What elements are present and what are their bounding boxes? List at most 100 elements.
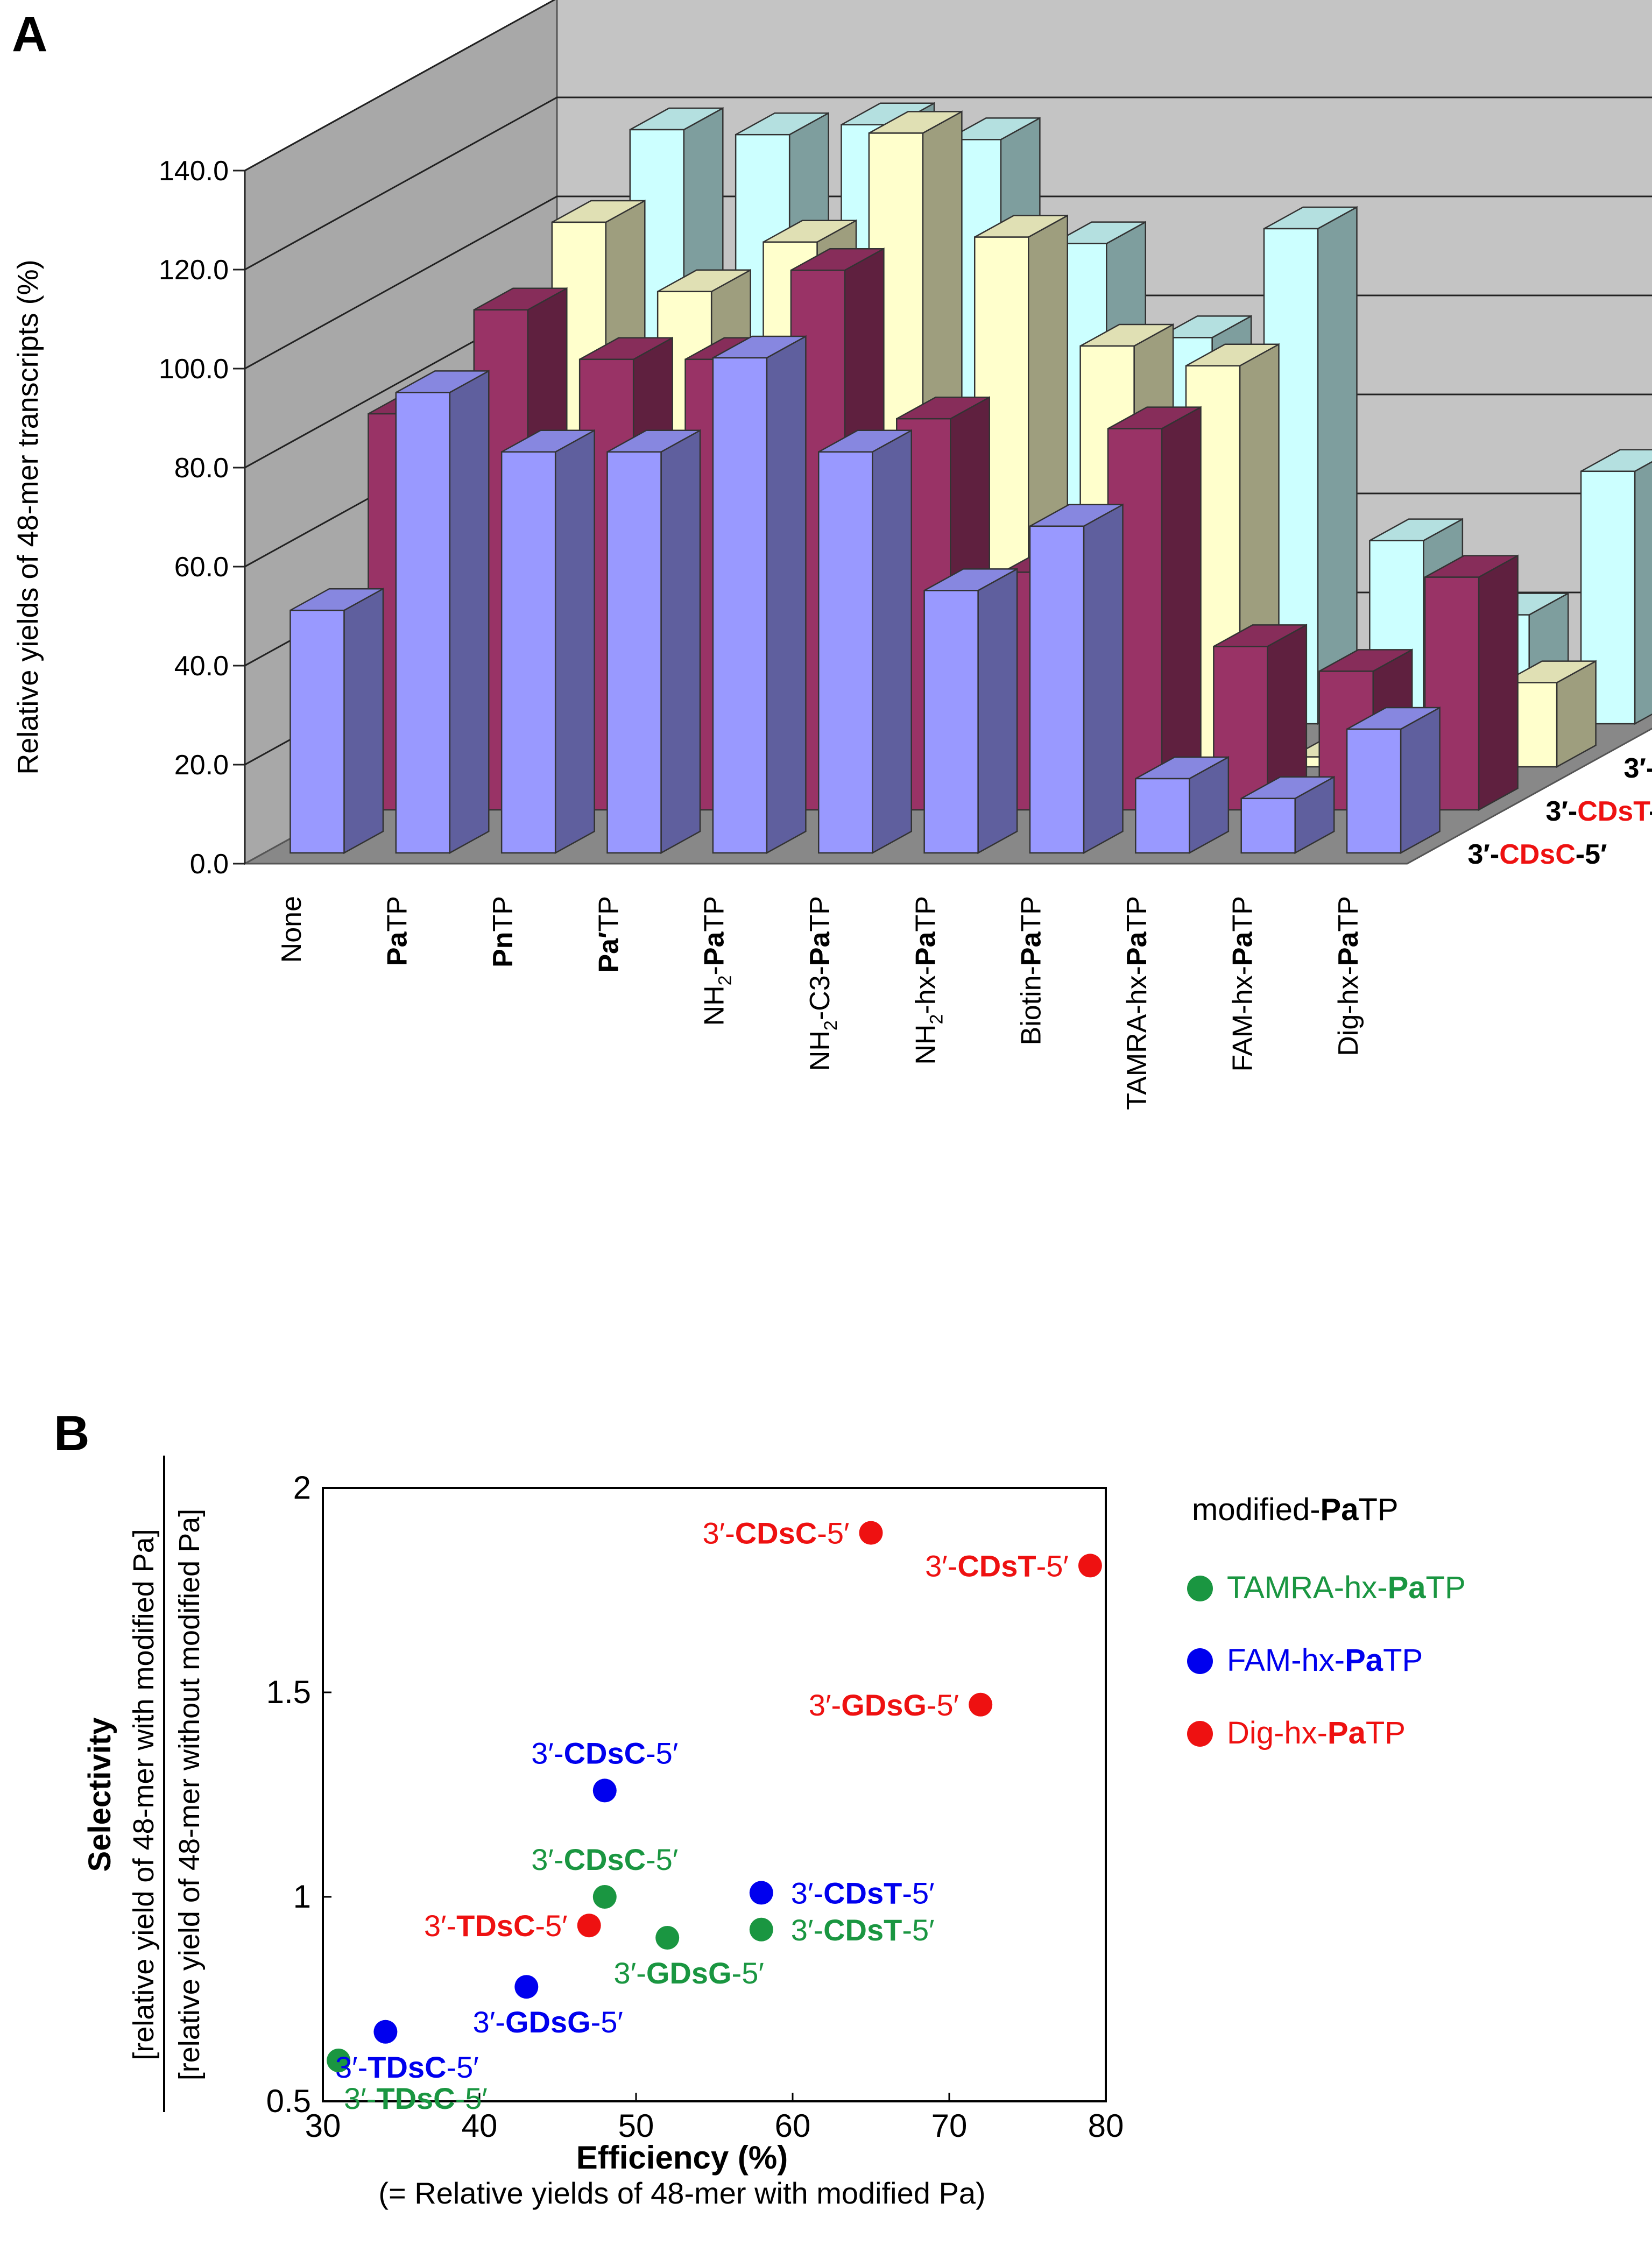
y-tick-label: 100.0 — [159, 354, 229, 385]
x-tick-label: 40 — [462, 2108, 498, 2144]
legend-entry: Dig-hx-PaTP — [1227, 1716, 1406, 1750]
scatter-point — [969, 1692, 993, 1717]
bar-front — [1346, 728, 1402, 854]
point-label: 3′-GDsG-5′ — [473, 2005, 623, 2039]
panel-a-label: A — [12, 7, 47, 62]
bar-front — [1213, 646, 1268, 811]
legend-title: modified-PaTP — [1192, 1492, 1399, 1527]
bar-side — [1161, 406, 1202, 811]
bar-front — [290, 609, 345, 854]
bar-front — [923, 590, 979, 854]
scatter-point — [655, 1926, 680, 1950]
y-axis-fraction-top: [relative yield of 48-mer with modified … — [128, 1529, 160, 2060]
x-category-label: FAM-hx-PaTP — [1227, 896, 1258, 1072]
legend-marker — [1187, 1648, 1213, 1674]
bar-front — [606, 451, 662, 854]
y-tick-label: 80.0 — [174, 453, 229, 484]
y-tick-label: 2 — [293, 1470, 311, 1506]
bar-front — [500, 451, 556, 854]
bar — [1213, 624, 1308, 811]
bar — [1240, 775, 1335, 855]
y-axis-fraction-bottom: [relative yield of 48-mer without modifi… — [173, 1509, 206, 2081]
scatter-point — [749, 1881, 773, 1905]
bar-front — [712, 357, 768, 854]
bar-front — [818, 451, 873, 854]
bar-front — [1135, 778, 1190, 854]
x-category-label: Dig-hx-PaTP — [1333, 896, 1364, 1056]
y-gridline — [244, 96, 1652, 271]
y-tick-label: 1.5 — [266, 1674, 311, 1710]
scatter-point — [1078, 1554, 1102, 1578]
scatter-point — [859, 1521, 883, 1545]
x-category-label: NH2-C3-PaTP — [804, 896, 841, 1071]
series-label: 3′-TDsC-5′ — [1624, 753, 1652, 784]
bar-side — [977, 568, 1018, 855]
series-label: 3′-CDsC-5′ — [1468, 839, 1607, 870]
y-gridline — [244, 0, 556, 172]
y-gridline — [244, 195, 1652, 370]
legend-entry: FAM-hx-PaTP — [1227, 1643, 1423, 1678]
point-label: 3′-CDsC-5′ — [531, 1842, 678, 1876]
point-label: 3′-CDsC-5′ — [531, 1736, 678, 1770]
bar — [923, 568, 1018, 855]
point-label: 3′-TDsC-5′ — [344, 2081, 488, 2115]
bar-front — [1029, 525, 1085, 854]
bar-side — [1317, 206, 1358, 725]
y-tick-label: 20.0 — [174, 750, 229, 781]
y-tick-label: 120.0 — [159, 255, 229, 286]
bar-side — [1634, 461, 1652, 725]
bar-side — [766, 335, 807, 855]
x-axis-note: (= Relative yields of 48-mer with modifi… — [378, 2176, 985, 2210]
bar — [395, 370, 490, 855]
y-tick-label: 0.5 — [266, 2083, 311, 2119]
x-category-label: Pa′TP — [593, 896, 624, 973]
x-category-label: NH2-hx-PaTP — [910, 896, 947, 1065]
x-category-label: None — [276, 896, 307, 963]
bar — [1135, 756, 1230, 855]
scatter-point — [327, 2049, 351, 2072]
legend-entry: TAMRA-hx-PaTP — [1227, 1570, 1466, 1605]
x-category-label: NH2-PaTP — [699, 896, 736, 1026]
x-tick-label: 60 — [775, 2108, 811, 2144]
bar — [818, 429, 912, 855]
bar — [1502, 660, 1597, 768]
x-category-label: PnTP — [488, 896, 519, 968]
point-label: 3′-CDsC-5′ — [702, 1516, 849, 1550]
scatter-point — [373, 2020, 398, 2044]
chart-a-3d-bars: 0.0 20.0 40.0 60.0 80.0 100.0 120.0 140.0 Relati… — [12, 0, 1652, 1110]
y-tick-label: 0.0 — [190, 849, 229, 880]
x-axis-title: Efficiency (%) — [576, 2140, 788, 2176]
bar — [1346, 706, 1441, 855]
y-axis-title: Selectivity — [82, 1718, 117, 1872]
bar — [500, 429, 595, 855]
bar — [712, 335, 807, 855]
bar-side — [343, 588, 384, 855]
point-label: 3′-CDsT-5′ — [791, 1913, 935, 1947]
bar-side — [1478, 554, 1519, 811]
legend-marker — [1187, 1576, 1213, 1601]
bar-side — [1400, 706, 1441, 855]
x-category-label: PaTP — [382, 896, 413, 966]
x-tick-label: 70 — [931, 2108, 968, 2144]
y-tick-label: 1 — [293, 1879, 311, 1915]
scatter-point — [577, 1914, 601, 1938]
y-axis-title: Relative yields of 48-mer transcripts (%… — [12, 259, 44, 774]
y-tick-label: 140.0 — [159, 156, 229, 187]
point-label: 3′-TDsC-5′ — [335, 2050, 479, 2084]
bar — [606, 429, 701, 855]
scatter-point — [514, 1975, 539, 1999]
bar-front — [395, 392, 451, 854]
x-tick-label: 80 — [1088, 2108, 1124, 2144]
bar-side — [872, 429, 912, 855]
y-tick-label: 60.0 — [174, 552, 229, 583]
x-tick-label: 50 — [618, 2108, 654, 2144]
legend-marker — [1187, 1721, 1213, 1747]
bar-side — [554, 429, 595, 855]
panel-b-label: B — [54, 1406, 89, 1461]
bar-front — [1240, 797, 1296, 854]
point-label: 3′-TDsC-5′ — [424, 1909, 568, 1943]
scatter-point — [592, 1778, 617, 1803]
point-label: 3′-GDsG-5′ — [614, 1956, 764, 1990]
point-label: 3′-GDsG-5′ — [809, 1688, 959, 1722]
